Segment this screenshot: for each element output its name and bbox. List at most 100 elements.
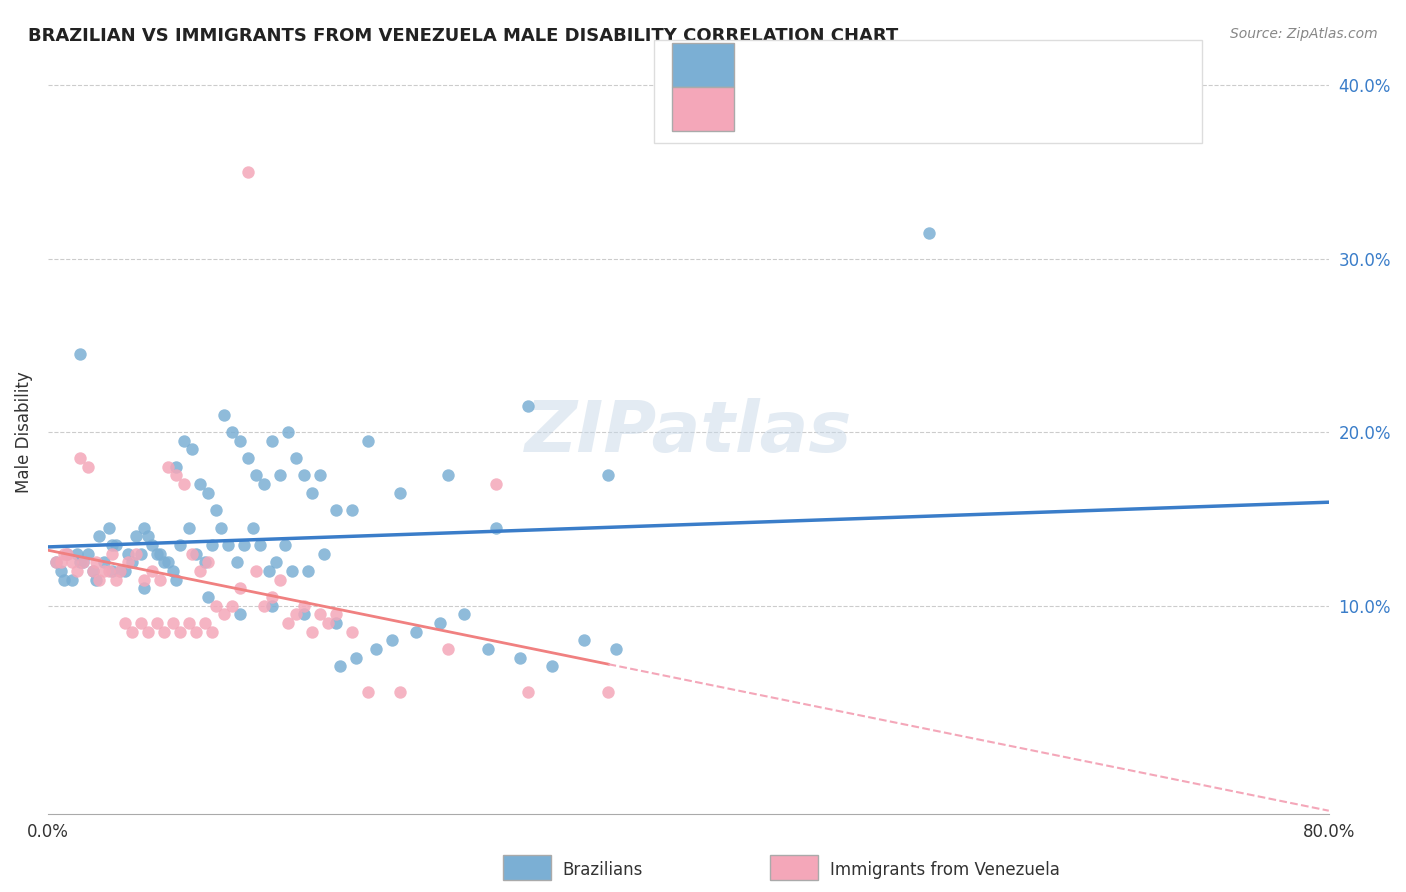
- Point: [134, 573, 156, 587]
- Point: [125, 529, 148, 543]
- Point: [357, 434, 380, 448]
- Point: [149, 573, 172, 587]
- Point: [437, 468, 460, 483]
- Point: [136, 624, 159, 639]
- Text: ZIPatlas: ZIPatlas: [524, 398, 852, 467]
- Point: [309, 607, 332, 622]
- Point: [262, 434, 284, 448]
- Text: Immigrants from Venezuela: Immigrants from Venezuela: [830, 861, 1059, 879]
- Point: [101, 538, 124, 552]
- Point: [56, 547, 79, 561]
- Text: R =  0.496    N = 96: R = 0.496 N = 96: [745, 62, 927, 80]
- Point: [117, 555, 139, 569]
- Point: [517, 399, 540, 413]
- Point: [238, 451, 260, 466]
- Point: [229, 434, 252, 448]
- Point: [165, 459, 187, 474]
- Point: [485, 477, 508, 491]
- Point: [242, 520, 264, 534]
- Point: [200, 538, 222, 552]
- Point: [389, 685, 412, 699]
- Point: [285, 451, 308, 466]
- Point: [197, 590, 219, 604]
- Point: [141, 538, 163, 552]
- Point: [197, 485, 219, 500]
- Point: [114, 564, 136, 578]
- Point: [485, 520, 508, 534]
- Point: [181, 547, 204, 561]
- Point: [325, 503, 347, 517]
- Point: [157, 459, 180, 474]
- Point: [179, 615, 201, 630]
- Point: [605, 641, 627, 656]
- Point: [93, 555, 115, 569]
- Point: [221, 425, 243, 439]
- Point: [200, 624, 222, 639]
- Point: [45, 555, 67, 569]
- Point: [104, 538, 127, 552]
- Point: [262, 590, 284, 604]
- Point: [238, 165, 260, 179]
- Point: [72, 555, 94, 569]
- Point: [277, 425, 299, 439]
- Point: [598, 468, 620, 483]
- Point: [285, 607, 308, 622]
- Point: [117, 547, 139, 561]
- Point: [318, 615, 340, 630]
- Point: [325, 607, 347, 622]
- Point: [245, 564, 267, 578]
- Point: [98, 564, 121, 578]
- Point: [437, 641, 460, 656]
- Point: [121, 555, 143, 569]
- Point: [477, 641, 499, 656]
- Point: [342, 503, 364, 517]
- Point: [93, 564, 115, 578]
- Point: [429, 615, 451, 630]
- Point: [157, 555, 180, 569]
- Point: [205, 599, 228, 613]
- Point: [181, 442, 204, 457]
- Point: [301, 624, 323, 639]
- Point: [162, 615, 184, 630]
- Point: [245, 468, 267, 483]
- Point: [344, 650, 367, 665]
- Point: [84, 555, 107, 569]
- Point: [292, 468, 315, 483]
- Point: [184, 624, 207, 639]
- Point: [188, 564, 211, 578]
- Point: [69, 451, 91, 466]
- Point: [194, 555, 217, 569]
- Point: [217, 538, 239, 552]
- Point: [280, 564, 302, 578]
- Point: [249, 538, 271, 552]
- Point: [325, 615, 347, 630]
- Point: [82, 564, 104, 578]
- Point: [269, 468, 291, 483]
- Point: [269, 573, 291, 587]
- Point: [69, 555, 91, 569]
- Point: [53, 573, 76, 587]
- Point: [366, 641, 388, 656]
- Point: [301, 485, 323, 500]
- Point: [194, 615, 217, 630]
- Point: [214, 607, 236, 622]
- Point: [312, 547, 335, 561]
- Point: [253, 599, 276, 613]
- Point: [129, 547, 152, 561]
- Point: [152, 555, 174, 569]
- Point: [129, 615, 152, 630]
- Point: [357, 685, 380, 699]
- Point: [274, 538, 297, 552]
- Point: [104, 573, 127, 587]
- Point: [297, 564, 319, 578]
- Point: [221, 599, 243, 613]
- Point: [226, 555, 249, 569]
- Text: BRAZILIAN VS IMMIGRANTS FROM VENEZUELA MALE DISABILITY CORRELATION CHART: BRAZILIAN VS IMMIGRANTS FROM VENEZUELA M…: [28, 27, 898, 45]
- Point: [84, 573, 107, 587]
- Point: [381, 633, 404, 648]
- Point: [72, 555, 94, 569]
- Point: [205, 503, 228, 517]
- Point: [165, 468, 187, 483]
- Point: [232, 538, 254, 552]
- Point: [309, 468, 332, 483]
